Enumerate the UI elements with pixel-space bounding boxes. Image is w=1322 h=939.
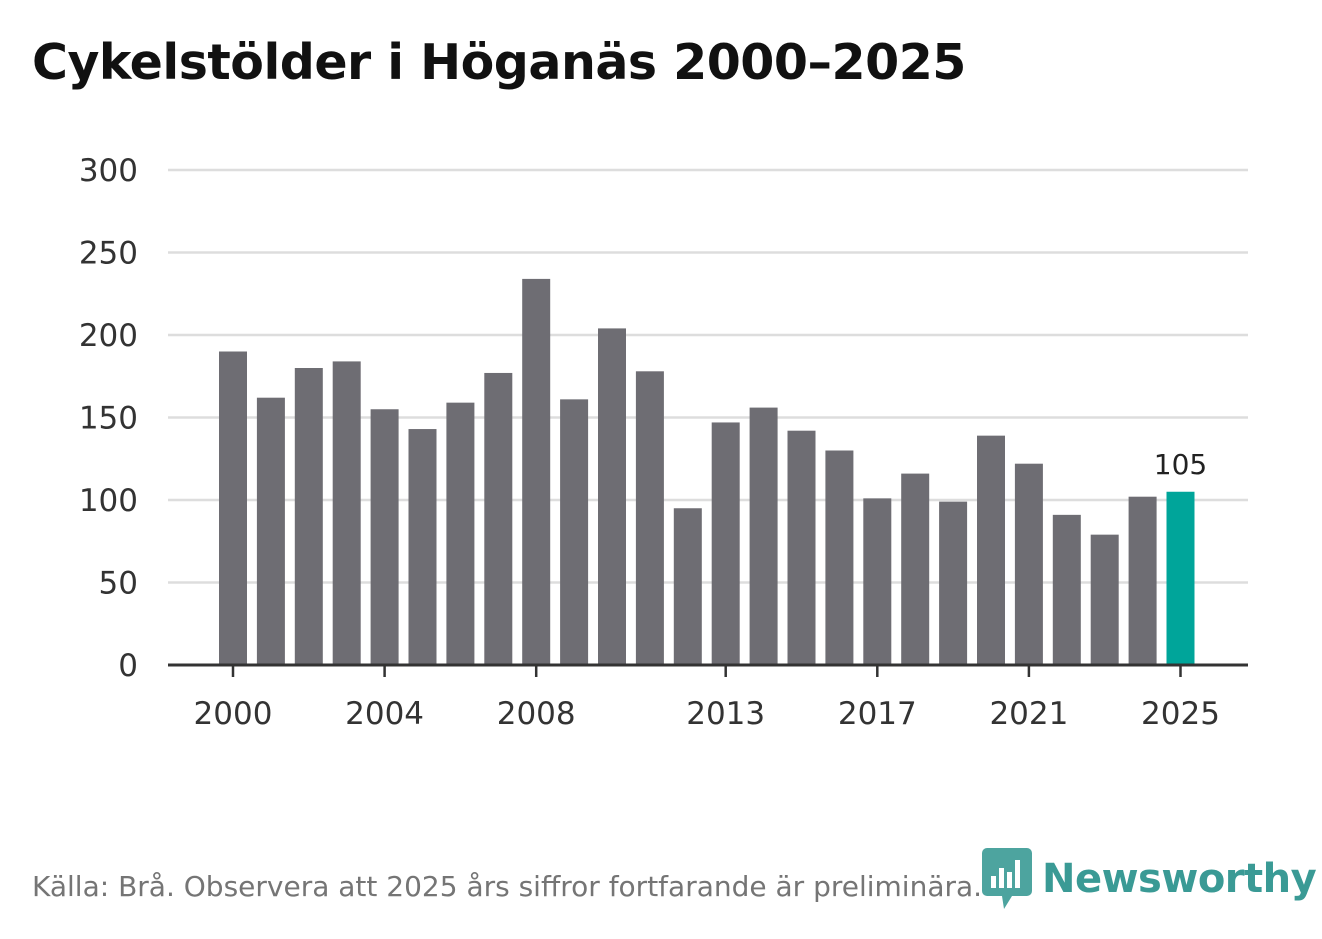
data-labels: 105 bbox=[1154, 448, 1207, 481]
bar-2005 bbox=[408, 429, 437, 665]
bar-2025 bbox=[1166, 491, 1195, 665]
y-tick-label: 300 bbox=[79, 153, 138, 189]
chart-title: Cykelstölder i Höganäs 2000–2025 bbox=[32, 34, 966, 91]
x-tick-label: 2008 bbox=[497, 696, 576, 732]
bar-2023 bbox=[1090, 534, 1119, 665]
bar-2010 bbox=[598, 328, 626, 665]
bar-2015 bbox=[787, 430, 816, 665]
data-label-2025: 105 bbox=[1154, 448, 1207, 481]
y-tick-label: 200 bbox=[79, 318, 138, 354]
y-tick-label: 250 bbox=[79, 236, 138, 272]
y-axis-ticks: 0 50 100 150 200 250 300 bbox=[79, 153, 138, 684]
y-tick-label: 0 bbox=[118, 648, 138, 684]
source-note: Källa: Brå. Observera att 2025 års siffr… bbox=[32, 870, 983, 903]
bar-2017 bbox=[863, 498, 892, 665]
bar-2021 bbox=[1014, 463, 1043, 665]
x-tick-label: 2013 bbox=[686, 696, 765, 732]
bar-2011 bbox=[635, 371, 664, 665]
bar-2022 bbox=[1052, 514, 1081, 665]
x-axis bbox=[168, 663, 1248, 677]
x-axis-ticks: 2000 2004 2008 2013 2017 2021 2025 bbox=[194, 696, 1220, 732]
x-tick-label: 2000 bbox=[194, 696, 273, 732]
bar-2007 bbox=[484, 372, 513, 665]
newsworthy-logo: Newsworthy bbox=[982, 848, 1317, 910]
bar-2001 bbox=[256, 397, 285, 665]
bar-2000 bbox=[219, 351, 247, 665]
x-tick-label: 2004 bbox=[345, 696, 424, 732]
bar-2006 bbox=[446, 402, 475, 665]
gridlines bbox=[168, 168, 1248, 584]
bar-2004 bbox=[370, 409, 399, 665]
bar-2020 bbox=[977, 435, 1005, 665]
newsworthy-logo-icon bbox=[982, 848, 1032, 909]
y-tick-label: 50 bbox=[99, 566, 138, 602]
bar-2016 bbox=[825, 450, 854, 665]
x-tick-label: 2021 bbox=[989, 696, 1068, 732]
bars bbox=[219, 278, 1195, 665]
bar-2018 bbox=[901, 473, 930, 665]
x-tick-label: 2025 bbox=[1141, 696, 1220, 732]
bar-2014 bbox=[749, 407, 778, 665]
bar-2012 bbox=[673, 508, 702, 665]
newsworthy-logo-text: Newsworthy bbox=[1042, 856, 1317, 902]
bar-2019 bbox=[939, 501, 968, 665]
bar-2002 bbox=[294, 368, 323, 665]
bar-2013 bbox=[711, 422, 740, 665]
x-tick-label: 2017 bbox=[838, 696, 917, 732]
bar-2003 bbox=[332, 361, 361, 665]
bar-2024 bbox=[1128, 496, 1157, 665]
bar-2008 bbox=[522, 278, 551, 665]
y-tick-label: 150 bbox=[79, 401, 138, 437]
y-tick-label: 100 bbox=[79, 483, 138, 519]
bar-2009 bbox=[560, 399, 589, 665]
